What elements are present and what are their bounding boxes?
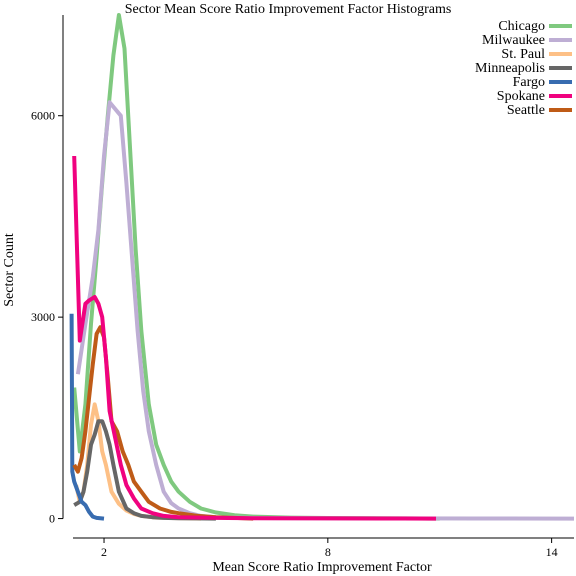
legend-label-chicago: Chicago (498, 19, 545, 34)
x-tick-label: 8 (325, 545, 331, 559)
chart-title: Sector Mean Score Ratio Improvement Fact… (125, 2, 452, 17)
x-tick-label: 14 (546, 545, 558, 559)
legend-label-seattle: Seattle (507, 103, 545, 118)
legend-label-spokane: Spokane (497, 89, 545, 104)
x-tick-label: 2 (101, 545, 107, 559)
legend-label-milwaukee: Milwaukee (482, 33, 545, 48)
y-tick-label: 0 (49, 512, 55, 526)
x-axis-label: Mean Score Ratio Improvement Factor (212, 560, 432, 575)
axes: 0 3000 6000 2 8 14 (31, 15, 574, 559)
series-line-fargo (69, 313, 105, 521)
plot-area (69, 13, 575, 521)
y-tick-label: 6000 (31, 109, 55, 123)
y-tick-label: 3000 (31, 310, 55, 324)
series-line-spokane (72, 155, 437, 521)
series-line-minneapolis (73, 419, 216, 521)
series-line-milwaukee (75, 100, 575, 521)
legend-label-fargo: Fargo (513, 75, 545, 90)
series-line-seattle (72, 325, 254, 521)
series-line-chicago (72, 13, 440, 521)
y-axis-label: Sector Count (2, 233, 17, 307)
legend-label-st-paul: St. Paul (501, 47, 545, 62)
legend-label-minneapolis: Minneapolis (475, 61, 545, 76)
